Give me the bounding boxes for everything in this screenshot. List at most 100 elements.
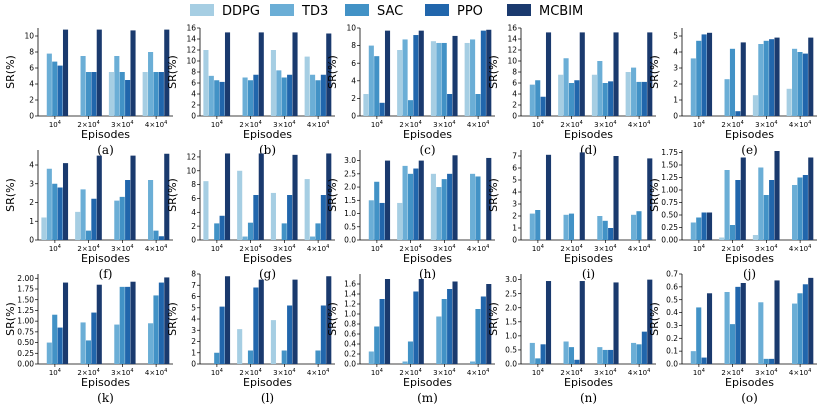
y-axis-label: SR(%) [4, 302, 17, 336]
x-tick-label: 4×104 [467, 120, 489, 129]
y-tick-label: 10 [186, 57, 196, 66]
bar-td3 [276, 70, 282, 116]
bar-td3 [597, 61, 603, 116]
bar-td3 [114, 200, 120, 240]
x-tick-label: 3×104 [755, 368, 777, 377]
bar-mcbim [647, 158, 653, 240]
y-tick-label: 8 [191, 270, 196, 279]
y-tick-label: 0.0 [344, 236, 356, 245]
subplot-label: (f) [99, 267, 113, 281]
y-tick-label: 1.0 [344, 310, 356, 319]
bar-ppo [701, 357, 707, 364]
y-tick-label: 4 [673, 48, 678, 57]
bar-ppo [287, 195, 293, 240]
y-tick-label: 0.7 [666, 270, 678, 279]
x-axis-label: Episodes [403, 376, 452, 389]
bar-sac [374, 326, 380, 364]
legend-label: MCBIM [539, 4, 583, 19]
y-tick-label: 1.2 [344, 300, 356, 309]
subplot-f: 0 1 2 3 4 SR(%) 104 2×104 3×104 4×104 Episodes (f) [4, 150, 173, 281]
bar-ppo [769, 358, 775, 364]
y-tick-label: 0.75 [17, 327, 34, 336]
subplot-j: 0.00 0.25 0.50 0.75 1.00 1.25 1.50 1.75 SR(%) 104… [648, 148, 817, 281]
x-tick-label: 104 [49, 368, 61, 377]
bar-mcbim [292, 279, 298, 364]
bar-mcbim [706, 32, 713, 116]
bar-sac [247, 350, 254, 364]
x-tick-label: 3×104 [111, 368, 133, 377]
bar-ppo [125, 180, 131, 240]
bar-sac [247, 222, 254, 240]
y-tick-label: 0.00 [17, 360, 34, 369]
y-tick-label: 1 [673, 96, 678, 105]
bar-mcbim [164, 29, 170, 117]
bar-td3 [80, 56, 86, 116]
bar-td3 [46, 342, 52, 364]
bar-mcbim [808, 277, 814, 364]
bar-mcbim [384, 30, 391, 116]
y-tick-label: 2 [191, 222, 196, 231]
y-tick-label: 1.25 [661, 173, 678, 182]
bar-mcbim [706, 293, 713, 364]
bar-td3 [529, 213, 535, 240]
legend-label: TD3 [301, 4, 328, 19]
bar-td3 [470, 39, 476, 116]
bar-ppo [91, 198, 97, 240]
bar-mcbim [740, 283, 746, 364]
y-axis-label: SR(%) [166, 178, 179, 212]
x-tick-label: 3×104 [755, 120, 777, 129]
y-tick-label: 3 [191, 326, 196, 335]
bar-ppo [379, 102, 385, 116]
bar-td3 [148, 52, 154, 116]
bar-sac [763, 40, 769, 116]
bar-sac [441, 42, 447, 116]
bar-sac [475, 309, 481, 364]
x-tick-label: 2×104 [239, 244, 261, 253]
bar-td3 [631, 67, 637, 116]
y-tick-label: 7 [191, 281, 196, 290]
bar-sac [568, 347, 575, 364]
bar-sac [441, 179, 447, 240]
bar-sac [315, 350, 321, 364]
bar-mcbim [418, 160, 424, 240]
bar-mcbim [545, 281, 552, 364]
y-tick-label: 4 [29, 161, 34, 170]
y-tick-label: 2.0 [505, 303, 517, 312]
bar-mcbim [545, 32, 552, 116]
bar-ppo [57, 327, 63, 364]
x-tick-label: 3×104 [273, 120, 295, 129]
bar-ppo [91, 72, 97, 116]
bar-mcbim [258, 153, 264, 240]
y-tick-label: 2.5 [344, 169, 356, 178]
x-tick-label: 2×104 [721, 368, 743, 377]
x-axis-label: Episodes [243, 252, 292, 265]
bar-ppo [320, 195, 326, 240]
bar-ppo [735, 111, 741, 116]
bar-td3 [436, 316, 442, 364]
bar-mcbim [740, 157, 746, 240]
bar-mcbim [486, 29, 492, 116]
bar-sac [729, 225, 736, 240]
bar-ppo [574, 359, 580, 364]
bar-sac [602, 83, 608, 116]
bar-mcbim [774, 37, 780, 116]
x-tick-label: 104 [371, 244, 383, 253]
bar-td3 [724, 292, 730, 364]
bar-td3 [310, 74, 316, 116]
x-tick-label: 3×104 [594, 368, 616, 377]
y-axis-label: SR(%) [648, 302, 661, 336]
x-tick-label: 2×104 [399, 244, 421, 253]
y-tick-label: 2.00 [17, 274, 34, 283]
y-tick-label: 0.3 [666, 321, 678, 330]
bar-td3 [368, 351, 374, 364]
bar-ddpg [752, 95, 758, 116]
bar-sac [119, 286, 125, 364]
x-tick-label: 2×104 [77, 368, 99, 377]
bar-mcbim [258, 32, 264, 116]
bar-sac [636, 211, 642, 240]
bar-mcbim [130, 155, 136, 240]
bar-ppo [287, 305, 293, 364]
y-tick-label: 0.0 [344, 360, 356, 369]
x-tick-label: 104 [693, 368, 705, 377]
